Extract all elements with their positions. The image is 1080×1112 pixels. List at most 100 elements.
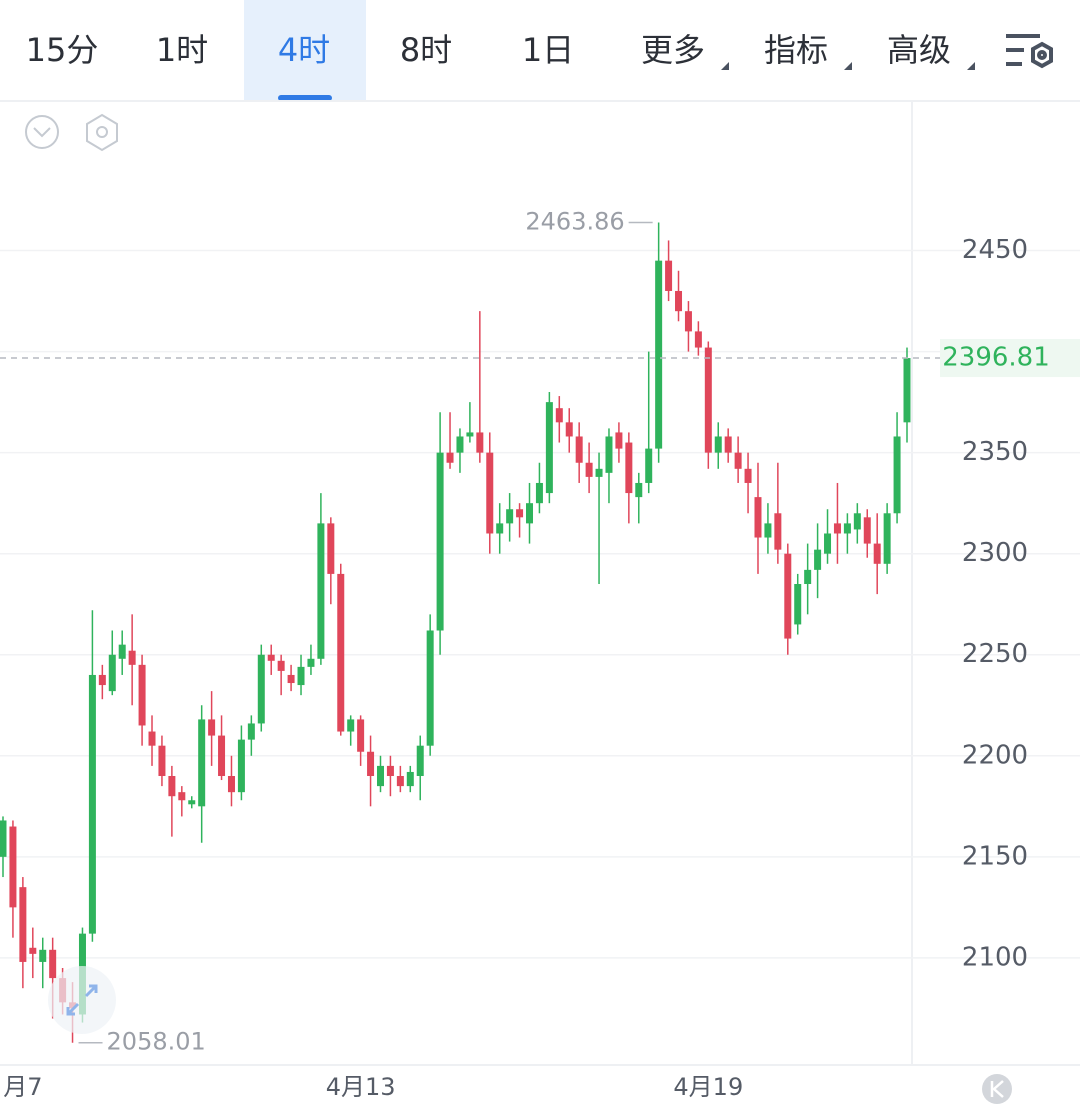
candle-body [158,745,166,777]
candle-body [287,674,295,684]
tab[interactable]: 指标 [764,31,828,69]
candle-body [605,436,613,473]
candle-body [396,776,404,787]
active-tab-bg [244,0,366,101]
x-tick-label: 月7 [3,1073,42,1101]
candle-body [148,731,156,746]
candle-body [208,719,216,736]
candle-body [39,949,47,962]
candle-body [516,509,524,518]
candle-body [804,569,812,585]
candle-body [168,776,176,797]
candle-body [635,482,643,498]
candle-body [376,765,384,787]
candle-body [436,452,444,631]
dropdown-caret [721,62,729,70]
candle-body [595,468,603,477]
active-tab-indicator [278,95,332,101]
min-label: 2058.01 [107,1028,206,1056]
candle-body [843,523,851,534]
candle-body [277,660,285,671]
candle-body [237,739,245,793]
candle-body [198,719,206,807]
candle-body [833,523,841,534]
settings-icon[interactable] [1006,34,1053,69]
candle-body [317,523,325,659]
candle-body [247,723,255,740]
candle-body [535,482,543,504]
last-price-bg [940,339,1080,378]
y-tick-label: 2100 [962,942,1028,972]
y-tick-label: 2250 [962,639,1028,669]
candle-body [0,820,7,857]
candle-body [456,436,464,453]
candle-body [227,776,235,793]
dropdown-caret [967,62,975,70]
candle-body [138,664,146,726]
candle-body [188,800,196,805]
candle-body [853,513,861,530]
candle-body [9,826,17,908]
candle-body [814,549,822,570]
candle-body [257,654,265,724]
candle-body [555,408,563,423]
candle-body [863,517,871,544]
candle-body [774,513,782,550]
candle-body [704,347,712,453]
y-tick-label: 2300 [962,538,1028,568]
candle-body [88,674,96,934]
candle-body [297,666,305,686]
tab[interactable]: 1日 [522,31,574,69]
tab[interactable]: 15分 [26,31,99,69]
tab[interactable]: 高级 [887,31,951,69]
tab[interactable]: 8时 [400,31,452,69]
candle-body [794,584,802,625]
candle-body [337,573,345,732]
candle-body [714,436,722,453]
candle-body [426,630,434,746]
candle-body [645,448,653,483]
candle-body [476,432,484,453]
candle-body [893,436,901,514]
candle-body [267,654,275,661]
candle-body [49,949,57,979]
candle-body [19,887,27,962]
candle-body [108,654,116,692]
candle-body [307,658,315,667]
max-label: 2463.86 [525,208,624,236]
expand-icon[interactable] [48,966,116,1034]
candle-body [744,468,752,483]
candle-body [873,543,881,564]
hexagon-icon[interactable] [86,113,118,152]
candle-body [496,523,504,534]
y-tick-label: 2450 [962,235,1028,265]
candle-body [98,674,106,686]
candle-body [824,533,832,554]
y-tick-label: 2150 [962,841,1028,871]
candle-body [29,947,37,954]
tab[interactable]: 1时 [156,31,208,69]
candle-body [675,290,683,312]
candle-body [565,422,573,437]
candle-body [347,719,355,732]
candle-body [178,792,186,801]
candle-body [655,260,663,449]
candle-body [615,432,623,449]
k-icon[interactable] [982,1074,1012,1104]
tab[interactable]: 更多 [641,31,705,69]
candle-body [734,452,742,469]
tab[interactable]: 4时 [278,31,330,69]
x-tick-label: 4月13 [326,1073,396,1101]
candle-body [466,432,474,437]
candle-body [684,311,692,332]
candle-body [585,462,593,477]
candle-body [506,509,514,524]
candle-body [128,650,136,665]
candle-body [357,719,365,752]
collapse-icon[interactable] [25,115,59,149]
candle-body [724,436,732,453]
candle-body [486,452,494,534]
candle-body [754,497,762,538]
candle-body [416,745,424,777]
